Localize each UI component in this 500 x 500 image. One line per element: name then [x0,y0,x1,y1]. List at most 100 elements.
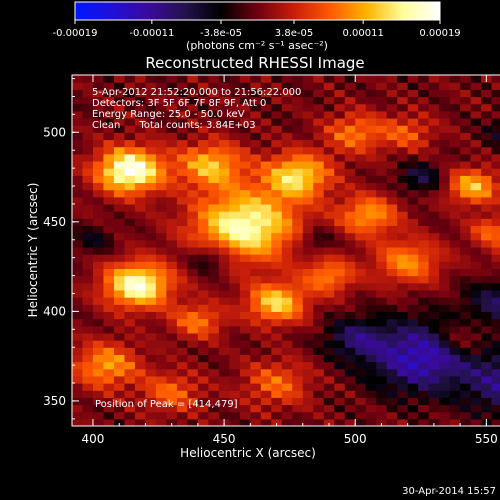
heatmap-cell [166,89,178,98]
heatmap-cell [460,404,472,413]
heatmap-cell [145,89,157,98]
heatmap-cell [92,225,105,234]
heatmap-cell [208,404,220,413]
heatmap-cell [218,340,230,348]
heatmap-cell [124,211,136,219]
y-tick-label: 500 [43,125,66,139]
heatmap-cell [218,232,230,241]
heatmap-cell [176,383,188,391]
heatmap-cell [166,146,178,155]
heatmap-cell [239,239,251,248]
heatmap-cell [218,153,230,162]
heatmap-cell [481,196,493,205]
heatmap-cell [166,232,178,241]
heatmap-cell [208,325,220,334]
heatmap-cell [166,96,178,105]
heatmap-cell [355,196,367,205]
heatmap-cell [407,397,419,406]
heatmap-cell [376,89,388,98]
heatmap-cell [376,347,388,355]
heatmap-cell [124,153,136,162]
heatmap-cell [428,75,440,83]
heatmap-cell [407,75,419,83]
heatmap-cell [313,318,325,327]
heatmap-cell [176,318,188,327]
heatmap-cell [208,117,220,126]
heatmap-cell [313,254,325,262]
heatmap-cell [271,368,283,377]
heatmap-cell [218,225,230,234]
heatmap-cell [113,110,126,119]
heatmap-cell [439,375,451,384]
heatmap-cell [113,304,126,312]
heatmap-cell [365,289,377,298]
heatmap-cell [197,232,209,241]
heatmap-cell [72,289,84,298]
heatmap-cell [134,354,147,363]
heatmap-cell [470,368,482,377]
heatmap-cell [323,318,335,327]
heatmap-cell [229,411,241,420]
heatmap-cell [449,397,461,406]
heatmap-cell [229,117,241,126]
heatmap-cell [82,153,94,162]
heatmap-cell [355,411,367,420]
heatmap-cell [250,82,262,90]
heatmap-cell [103,139,115,148]
heatmap-cell [302,397,314,406]
heatmap-cell [187,261,199,269]
heatmap-cell [134,347,147,355]
heatmap-cell [428,347,440,355]
heatmap-cell [323,239,335,248]
heatmap-cell [103,375,115,384]
colorbar-tick-label: -0.00011 [129,28,174,39]
heatmap-cell [355,332,367,341]
heatmap-cell [218,282,230,291]
heatmap-cell [124,239,136,248]
heatmap-cell [82,218,94,227]
heatmap-cell [155,117,168,126]
heatmap-cell [418,275,430,284]
heatmap-cell [470,125,482,133]
heatmap-cell [323,75,335,83]
heatmap-cell [481,132,493,141]
heatmap-cell [176,268,188,277]
heatmap-cell [260,239,272,248]
heatmap-cell [92,275,105,284]
heatmap-cell [376,332,388,341]
annotation-counts: Clean Total counts: 3.84E+03 [92,120,256,131]
heatmap-cell [281,332,293,341]
heatmap-cell [386,268,398,277]
heatmap-cell [407,375,419,384]
heatmap-cell [124,254,136,262]
heatmap-cell [260,75,272,83]
heatmap-cell [292,239,304,248]
heatmap-cell [428,361,440,370]
heatmap-cell [460,232,472,241]
heatmap-cell [271,146,283,155]
heatmap-cell [134,146,147,155]
heatmap-cell [281,368,293,377]
heatmap-cell [113,196,126,205]
heatmap-cell [229,332,241,341]
heatmap-cell [229,96,241,105]
heatmap-cell [407,196,419,205]
heatmap-cell [82,383,94,391]
heatmap-cell [239,332,251,341]
heatmap-cell [176,218,188,227]
heatmap-cell [428,404,440,413]
heatmap-cell [155,368,168,377]
heatmap-cell [260,390,272,398]
heatmap-cell [292,218,304,227]
heatmap-cell [260,347,272,355]
heatmap-cell [418,139,430,148]
heatmap-cell [334,125,346,133]
heatmap-cell [481,232,493,241]
heatmap-cell [124,304,136,312]
heatmap-cell [260,160,272,169]
heatmap-cell [449,75,461,83]
heatmap-cell [187,232,199,241]
heatmap-cell [229,261,241,269]
heatmap-cell [418,411,430,420]
heatmap-cell [72,239,84,248]
